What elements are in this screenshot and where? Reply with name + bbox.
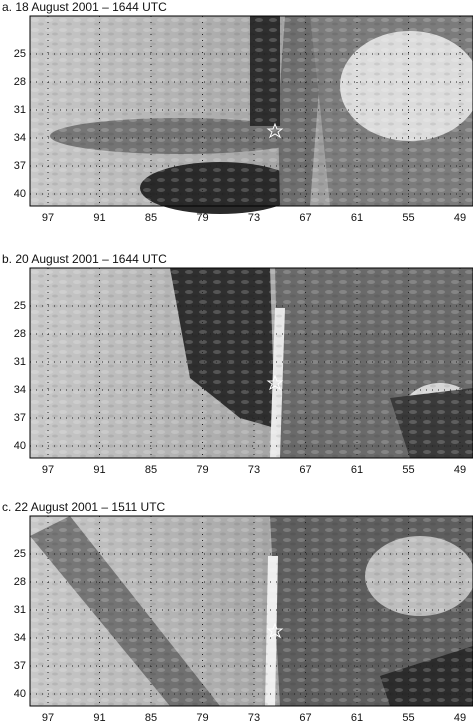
y-label: 40 <box>14 440 26 452</box>
panel: b. 20 August 2001 – 1644 UTC 25 28 31 34 37 40… <box>2 252 473 476</box>
y-label: 28 <box>14 576 26 588</box>
panel-title: c. 22 August 2001 – 1511 UTC <box>2 500 166 514</box>
x-label: 79 <box>196 712 208 724</box>
cloud-texture <box>30 516 473 706</box>
x-label: 73 <box>248 712 260 724</box>
x-label: 49 <box>454 712 466 724</box>
x-label: 73 <box>248 212 260 224</box>
x-label: 55 <box>402 712 414 724</box>
x-label: 61 <box>351 212 363 224</box>
x-label: 85 <box>145 712 157 724</box>
x-label: 97 <box>42 212 54 224</box>
y-label: 28 <box>14 328 26 340</box>
x-label: 91 <box>93 464 105 476</box>
x-label: 67 <box>299 712 311 724</box>
x-label: 97 <box>42 712 54 724</box>
panel: a. 18 August 2001 – 1644 UTC 25 28 31 34 37 40… <box>2 0 473 224</box>
x-label: 97 <box>42 464 54 476</box>
x-label: 67 <box>299 212 311 224</box>
y-label: 25 <box>14 548 26 560</box>
y-label: 34 <box>14 632 26 644</box>
y-label: 25 <box>14 48 26 60</box>
y-label: 31 <box>14 356 26 368</box>
x-label: 73 <box>248 464 260 476</box>
x-label: 91 <box>93 712 105 724</box>
panel: c. 22 August 2001 – 1511 UTC 25 28 31 34 37 40… <box>2 500 473 724</box>
y-label: 34 <box>14 132 26 144</box>
x-label: 91 <box>93 212 105 224</box>
y-label: 31 <box>14 104 26 116</box>
satellite-image <box>30 16 473 214</box>
y-label: 37 <box>14 660 26 672</box>
x-label: 79 <box>196 212 208 224</box>
x-label: 55 <box>402 212 414 224</box>
x-label: 49 <box>454 212 466 224</box>
x-label: 49 <box>454 464 466 476</box>
y-label: 40 <box>14 688 26 700</box>
x-label: 85 <box>145 464 157 476</box>
panel-title: b. 20 August 2001 – 1644 UTC <box>2 252 167 266</box>
y-label: 40 <box>14 188 26 200</box>
x-label: 55 <box>402 464 414 476</box>
y-label: 37 <box>14 412 26 424</box>
y-label: 28 <box>14 76 26 88</box>
x-label: 61 <box>351 712 363 724</box>
y-label: 31 <box>14 604 26 616</box>
x-label: 79 <box>196 464 208 476</box>
y-label: 34 <box>14 384 26 396</box>
panel-title: a. 18 August 2001 – 1644 UTC <box>2 0 167 14</box>
satellite-image <box>30 516 473 706</box>
figure: a. 18 August 2001 – 1644 UTC 25 28 31 34 37 40… <box>0 0 473 726</box>
y-label: 25 <box>14 300 26 312</box>
x-label: 85 <box>145 212 157 224</box>
cloud-texture <box>30 16 473 206</box>
satellite-image <box>30 268 473 458</box>
x-label: 67 <box>299 464 311 476</box>
cloud-texture <box>30 268 473 458</box>
y-label: 37 <box>14 160 26 172</box>
x-label: 61 <box>351 464 363 476</box>
